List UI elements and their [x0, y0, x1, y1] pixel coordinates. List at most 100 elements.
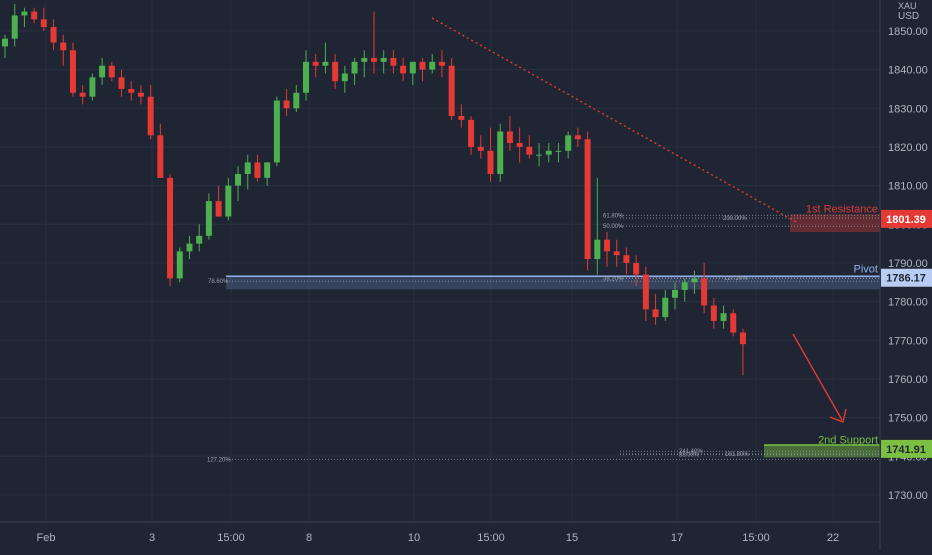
candle[interactable] — [108, 61, 115, 82]
candle[interactable] — [487, 127, 494, 182]
candle[interactable] — [458, 104, 465, 128]
candle[interactable] — [390, 50, 397, 74]
candle[interactable] — [681, 278, 688, 302]
candle[interactable] — [565, 131, 572, 159]
candle[interactable] — [536, 143, 543, 167]
candle[interactable] — [176, 247, 183, 283]
candle[interactable] — [244, 154, 251, 190]
candle[interactable] — [438, 50, 445, 78]
candle[interactable] — [730, 309, 737, 337]
candle-body — [633, 262, 640, 275]
candle[interactable] — [526, 135, 533, 159]
candle[interactable] — [623, 247, 630, 275]
candle[interactable] — [409, 61, 416, 86]
x-tick-label: 3 — [149, 532, 155, 544]
candle[interactable] — [652, 293, 659, 325]
candle[interactable] — [701, 262, 708, 314]
candle[interactable] — [497, 123, 504, 182]
candle[interactable] — [264, 162, 271, 186]
candle-body — [89, 77, 96, 97]
x-tick-label: 15:00 — [217, 532, 245, 544]
candle[interactable] — [235, 166, 242, 202]
candle[interactable] — [40, 7, 47, 31]
candle[interactable] — [332, 54, 339, 89]
candle[interactable] — [215, 185, 222, 217]
candle[interactable] — [273, 96, 280, 167]
candle[interactable] — [662, 290, 669, 321]
candle[interactable] — [293, 85, 300, 113]
candle[interactable] — [69, 42, 76, 97]
candle[interactable] — [720, 305, 727, 329]
candle-body — [730, 313, 737, 333]
candle[interactable] — [710, 297, 717, 329]
candle[interactable] — [691, 270, 698, 294]
x-tick-label: 15:00 — [742, 532, 770, 544]
candle[interactable] — [468, 116, 475, 155]
candle[interactable] — [448, 58, 455, 120]
candle[interactable] — [31, 7, 38, 24]
candle[interactable] — [196, 224, 203, 252]
candle[interactable] — [739, 328, 746, 376]
candle[interactable] — [351, 58, 358, 86]
candle[interactable] — [186, 235, 193, 260]
y-tick-label: 1770.00 — [888, 335, 928, 347]
fib-level-label: 50.00% — [603, 224, 624, 230]
candle[interactable] — [225, 177, 232, 221]
candle[interactable] — [312, 54, 319, 78]
candle[interactable] — [50, 19, 57, 51]
candle-body — [701, 278, 708, 306]
candle[interactable] — [11, 3, 18, 47]
candle[interactable] — [604, 232, 611, 267]
candle[interactable] — [584, 131, 591, 271]
support-price-tag-bg — [881, 439, 932, 458]
candle[interactable] — [429, 54, 436, 74]
candle[interactable] — [370, 11, 377, 74]
candle[interactable] — [613, 239, 620, 267]
candle[interactable] — [642, 266, 649, 321]
candle-body — [235, 174, 242, 186]
candle[interactable] — [671, 282, 678, 310]
candle-body — [40, 19, 47, 28]
candle-body — [205, 201, 212, 236]
candle[interactable] — [128, 81, 135, 101]
candle[interactable] — [322, 42, 329, 74]
candle[interactable] — [477, 135, 484, 159]
candle[interactable] — [555, 143, 562, 163]
candle[interactable] — [633, 255, 640, 287]
candle[interactable] — [205, 193, 212, 240]
candle[interactable] — [167, 174, 174, 287]
candle[interactable] — [283, 88, 290, 116]
candle[interactable] — [400, 58, 407, 82]
candle[interactable] — [341, 65, 348, 93]
candle[interactable] — [361, 50, 368, 78]
candle[interactable] — [21, 7, 28, 28]
candle[interactable] — [254, 154, 261, 182]
candle[interactable] — [89, 73, 96, 101]
candle[interactable] — [574, 127, 581, 147]
candle[interactable] — [79, 85, 86, 105]
candle-body — [157, 135, 164, 178]
candle[interactable] — [545, 143, 552, 163]
candle[interactable] — [2, 34, 8, 58]
candle[interactable] — [380, 50, 387, 74]
currency-label: USD — [898, 11, 919, 22]
candle[interactable] — [137, 85, 144, 105]
candle-body — [69, 50, 76, 93]
candle[interactable] — [594, 177, 601, 275]
candle-body — [477, 146, 484, 151]
candle[interactable] — [157, 123, 164, 178]
candle[interactable] — [516, 127, 523, 163]
candle-body — [79, 92, 86, 97]
candle[interactable] — [419, 58, 426, 82]
candle[interactable] — [60, 34, 67, 66]
candle[interactable] — [506, 116, 513, 151]
candle-body — [351, 61, 358, 74]
candle[interactable] — [147, 85, 154, 140]
y-tick-label: 1820.00 — [888, 142, 928, 154]
candle[interactable] — [99, 58, 106, 86]
candle[interactable] — [118, 69, 125, 97]
candle[interactable] — [303, 50, 310, 101]
candle-body — [196, 235, 203, 244]
